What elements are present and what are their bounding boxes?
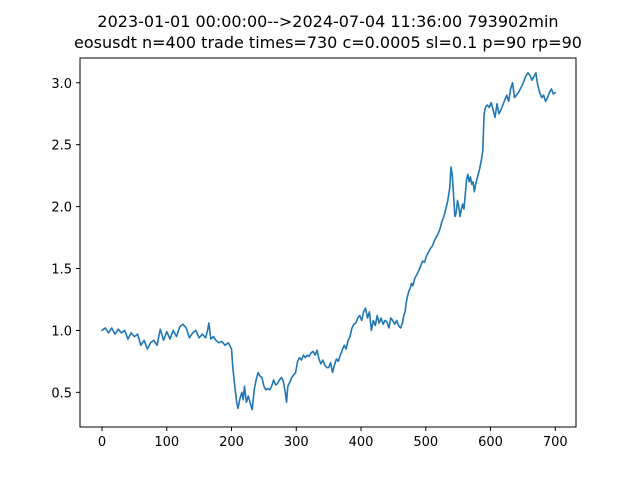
axes-frame bbox=[79, 57, 577, 428]
y-tick-label-0.5: 0.5 bbox=[51, 386, 72, 401]
y-tick-label-2: 2.0 bbox=[51, 201, 72, 216]
y-tick-label-1.5: 1.5 bbox=[51, 263, 72, 278]
series-line-0 bbox=[101, 72, 557, 411]
x-tick-label-500: 500 bbox=[413, 435, 438, 450]
x-tick-label-400: 400 bbox=[349, 435, 374, 450]
chart-title-line-1: 2023-01-01 00:00:00-->2024-07-04 11:36:0… bbox=[97, 12, 558, 31]
x-tick-label-100: 100 bbox=[154, 435, 179, 450]
chart-title-line-2: eosusdt n=400 trade times=730 c=0.0005 s… bbox=[74, 33, 582, 52]
plot-area: 0 100 200 300 400 500 600 700 0.5 1.0 1.5 2.0 2.5 3.0 bbox=[51, 72, 568, 450]
x-tick-label-300: 300 bbox=[284, 435, 309, 450]
y-tick-label-3: 3.0 bbox=[51, 77, 72, 92]
x-tick-label-600: 600 bbox=[478, 435, 503, 450]
y-tick-label-1: 1.0 bbox=[51, 324, 72, 339]
x-tick-label-0: 0 bbox=[98, 435, 106, 450]
x-tick-label-700: 700 bbox=[543, 435, 568, 450]
y-tick-label-2.5: 2.5 bbox=[51, 139, 72, 154]
x-tick-label-200: 200 bbox=[219, 435, 244, 450]
